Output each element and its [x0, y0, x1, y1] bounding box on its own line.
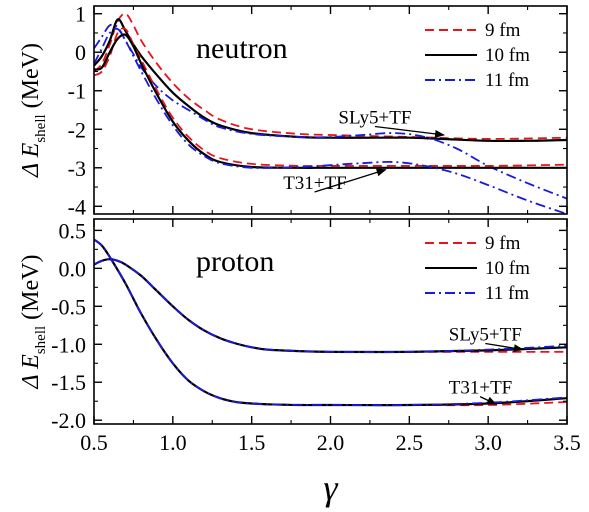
y-axis-label: Δ Eshell (MeV): [18, 255, 49, 390]
y-axis-label-unit: (MeV): [18, 255, 44, 320]
series-group: [94, 12, 567, 214]
proton-panel: 0.50.0-0.5-1.0-1.5-2.00.5 1.0 1.5 2.0 2.5 3.0…: [18, 218, 581, 455]
x-tick-label: 1.5: [238, 430, 266, 455]
panel-label: neutron: [196, 32, 288, 65]
annotation-label: SLy5+TF: [449, 324, 522, 345]
series-line-t31-tf-9-fm: [94, 27, 567, 167]
series-line-sly5-tf-11-fm: [94, 258, 567, 353]
y-tick-label: -2.0: [51, 408, 86, 433]
y-tick-label: 1: [75, 2, 86, 27]
annotation-label: T31+TF: [283, 173, 347, 194]
y-tick-label: 0: [75, 40, 86, 65]
legend-label: 11 fm: [485, 283, 529, 304]
series-group: [94, 238, 567, 407]
y-tick-label: -0.5: [51, 294, 86, 319]
annotation-arrow: [374, 125, 446, 138]
neutron-panel: 1 0 -1 -2 -3 -4 neutron Δ Eshell (MeV) 9 fm 10 fm 1…: [18, 2, 568, 219]
x-tick-label: 2.5: [396, 430, 424, 455]
x-tick-label: 3.0: [474, 430, 502, 455]
y-axis-label: Δ Eshell (MeV): [18, 43, 49, 178]
y-tick-label: -1.5: [51, 370, 86, 395]
legend-label: 9 fm: [485, 20, 521, 41]
annotation-arrow: [485, 342, 524, 353]
annotation-arrow: [314, 168, 387, 193]
x-axis-label: γ: [323, 468, 338, 508]
annotation-arrow: [479, 396, 497, 405]
legend-label: 10 fm: [485, 258, 530, 279]
x-tick-label: 0.5: [80, 430, 108, 455]
y-axis-label-unit: (MeV): [18, 43, 44, 108]
y-tick-label: 0.0: [59, 256, 87, 281]
series-line-t31-tf-11-fm: [94, 27, 567, 214]
x-tick-label: 3.5: [553, 430, 581, 455]
y-axis-label-symbol: Δ E: [18, 354, 44, 390]
y-tick-label: -1: [68, 79, 86, 104]
series-line-t31-tf-11-fm: [94, 238, 567, 407]
y-tick-label: 0.5: [59, 218, 87, 243]
x-tick-label: 1.0: [159, 430, 187, 455]
legend-label: 9 fm: [485, 233, 521, 254]
x-tick-label: 2.0: [317, 430, 345, 455]
legend-label: 11 fm: [485, 70, 529, 91]
y-tick-label: -3: [68, 156, 86, 181]
y-tick-label: -4: [68, 194, 86, 219]
series-line-t31-tf-10-fm: [94, 33, 567, 169]
panel-label: proton: [196, 245, 274, 278]
legend-label: 10 fm: [485, 45, 530, 66]
annotation-label: SLy5+TF: [338, 107, 411, 128]
y-tick-label: -1.0: [51, 332, 86, 357]
annotation-label: T31+TF: [449, 378, 513, 399]
y-axis-label-subscript: shell: [33, 114, 49, 142]
y-tick-label: -2: [68, 117, 86, 142]
y-axis-label-subscript: shell: [33, 326, 49, 354]
y-axis-label-symbol: Δ E: [18, 142, 44, 178]
